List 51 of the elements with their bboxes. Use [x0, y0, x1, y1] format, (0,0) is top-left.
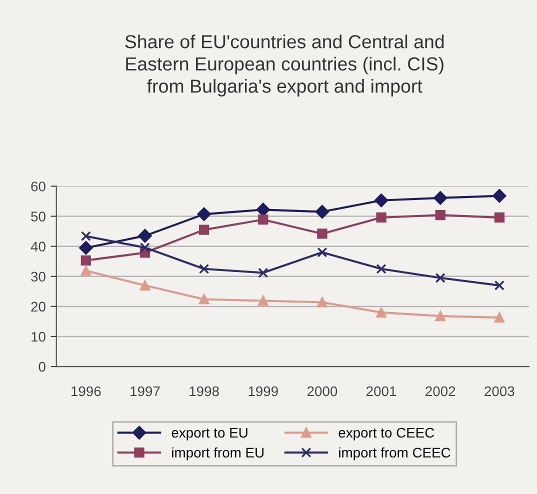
legend-label: import from CEEC: [339, 447, 450, 460]
point: [80, 266, 91, 276]
point: [315, 204, 329, 219]
y-tick-label: 10: [32, 332, 46, 342]
point: [197, 207, 211, 221]
point: [435, 210, 446, 220]
point: [434, 191, 448, 205]
point: [376, 212, 386, 223]
y-tick-label: 50: [31, 212, 46, 222]
point: [317, 228, 328, 239]
point: [317, 297, 328, 308]
x-tick-label: 1998: [190, 386, 219, 396]
point: [494, 212, 504, 223]
point: [138, 229, 152, 243]
x-tick-label: 2001: [366, 386, 396, 396]
point: [376, 264, 386, 274]
x-tick-label: 2000: [307, 386, 338, 396]
point: [198, 264, 210, 274]
y-tick-label: 60: [31, 182, 46, 192]
x-tick-label: 1997: [130, 386, 160, 396]
x-tick-label: 1996: [72, 386, 101, 396]
x-tick-label: 2002: [426, 386, 456, 396]
point: [256, 202, 270, 216]
point: [492, 189, 506, 203]
point: [494, 280, 504, 290]
legend-label: export to EU: [172, 428, 248, 440]
point: [376, 307, 386, 318]
x-tick-label: 2003: [484, 386, 514, 396]
y-tick-label: 40: [30, 242, 46, 252]
point: [435, 272, 446, 283]
point: [80, 255, 91, 266]
point: [198, 224, 210, 235]
point: [317, 247, 328, 258]
legend-label: import from EU: [172, 447, 264, 460]
point: [140, 280, 150, 290]
chart-title: Share of EU'countries and Central and Eastern European countries (incl. CIS) from Bulgaria's export and import: [125, 34, 444, 97]
point: [494, 312, 504, 323]
y-tick-label: 30: [31, 272, 46, 282]
point: [374, 194, 388, 208]
point: [79, 241, 93, 255]
y-tick-label: 20: [31, 302, 46, 312]
point: [435, 310, 446, 322]
point: [80, 231, 91, 242]
point: [198, 294, 210, 304]
point: [258, 296, 268, 306]
point: [140, 242, 150, 253]
y-tick-label: 0: [38, 362, 46, 372]
point: [258, 268, 268, 278]
legend-label: export to CEEC: [338, 428, 434, 440]
x-tick-label: 1999: [248, 386, 278, 396]
point: [258, 214, 268, 225]
